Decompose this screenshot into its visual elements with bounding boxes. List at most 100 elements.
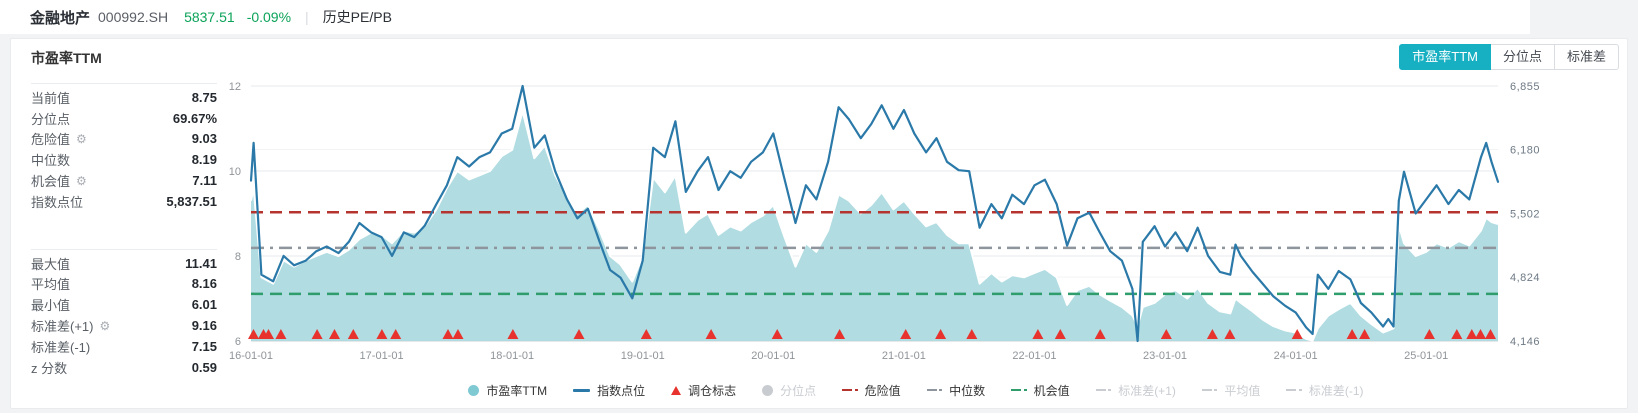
x-axis-label: 18-01-01 [490,350,534,362]
x-axis-label: 17-01-01 [360,350,404,362]
left-axis-label: 10 [229,166,241,178]
x-axis-label: 19-01-01 [621,350,665,362]
x-axis-label: 16-01-01 [229,350,273,362]
pe-ttm-area [251,111,1498,341]
right-axis-label: 5,502 [1510,208,1540,220]
stat-value: 9.16 [110,318,217,333]
dashdot-marker-icon [1286,389,1302,392]
chart-canvas[interactable]: 1210866,8556,1805,5024,8244,14616-01-011… [213,69,1619,371]
stat-row: 机会值⚙7.11 [31,170,217,191]
stat-label: 指数点位 [31,192,83,211]
dashdot-marker-icon [1011,389,1027,392]
stat-row: 标准差(-1)7.15 [31,336,217,357]
line-marker-icon [573,389,590,392]
stat-row: 危险值 ⚙9.03 [31,129,217,150]
gear-icon[interactable]: ⚙ [76,132,87,146]
legend-item-标准差(-1)[interactable]: 标准差(-1) [1286,382,1363,399]
stat-label: 危险值 [31,129,70,148]
stats-group-extremes: 最大值11.41平均值8.16最小值6.01标准差(+1)⚙9.16标准差(-1… [31,249,217,378]
page: { "header": { "name": "金融地产", "code": "0… [0,0,1638,413]
stats-panel: 当前值8.75分位点69.67%危险值⚙9.03中位数8.19机会值⚙7.11指… [31,83,217,378]
index-price: 5837.51 [184,9,235,25]
section-label-pe-pb-history: 历史PE/PB [323,7,392,27]
tab-1[interactable]: 分位点 [1490,44,1555,70]
stat-value: 0.59 [67,360,217,375]
stat-value: 8.16 [70,276,217,291]
legend-item-分位点[interactable]: 分位点 [762,382,816,399]
legend-item-机会值[interactable]: 机会值 [1011,382,1070,399]
legend-label: 标准差(+1) [1118,382,1176,399]
x-axis-label: 24-01-01 [1274,350,1318,362]
pe-chart-card: 市盈率TTM 市盈率TTM分位点标准差 当前值8.75分位点69.67%危险值⚙… [10,38,1628,409]
index-change-percent: -0.09% [247,9,291,25]
stat-value: 6.01 [70,297,217,312]
stat-label: 标准差(+1) [31,316,93,335]
x-axis-label: 21-01-01 [882,350,926,362]
left-axis-label: 12 [229,81,241,93]
legend-label: 危险值 [865,382,901,399]
index-name: 金融地产 [30,7,90,28]
dashdot-marker-icon [927,389,943,392]
legend-label: 标准差(-1) [1309,382,1364,399]
stat-value: 5,837.51 [83,194,217,209]
left-axis-label: 8 [235,251,241,263]
stat-row: 分位点69.67% [31,108,217,129]
stat-label: 最大值 [31,254,70,273]
stat-value: 11.41 [70,256,217,271]
stat-label: 平均值 [31,274,70,293]
stat-label: z 分数 [31,358,67,377]
dashdot-marker-icon [1096,389,1112,392]
gear-icon[interactable]: ⚙ [76,174,87,188]
right-axis-label: 4,824 [1510,272,1540,284]
legend-item-平均值[interactable]: 平均值 [1202,382,1261,399]
stats-group-current: 当前值8.75分位点69.67%危险值⚙9.03中位数8.19机会值⚙7.11指… [31,83,217,212]
dashdot-marker-icon [842,389,858,392]
index-code: 000992.SH [98,9,168,25]
stat-row: 平均值8.16 [31,274,217,295]
legend-item-危险值[interactable]: 危险值 [842,382,901,399]
x-axis-label: 23-01-01 [1143,350,1187,362]
legend-item-标准差(+1)[interactable]: 标准差(+1) [1096,382,1176,399]
legend-label: 中位数 [949,382,985,399]
stat-row: 中位数8.19 [31,149,217,170]
right-axis-label: 6,855 [1510,81,1540,93]
legend-label: 分位点 [780,382,816,399]
x-axis-label: 25-01-01 [1404,350,1448,362]
legend-label: 指数点位 [597,382,645,399]
stat-value: 69.67% [70,111,217,126]
stat-row: 最大值11.41 [31,253,217,274]
legend-item-指数点位[interactable]: 指数点位 [573,382,645,399]
right-axis-label: 4,146 [1510,336,1540,348]
legend-item-中位数[interactable]: 中位数 [927,382,986,399]
stat-value: 9.03 [87,131,217,146]
stat-label: 最小值 [31,295,70,314]
gear-icon[interactable]: ⚙ [99,319,110,333]
stat-label: 机会值 [31,171,70,190]
dashdot-marker-icon [1202,389,1218,392]
stat-label: 分位点 [31,109,70,128]
stat-label: 中位数 [31,150,70,169]
stat-value: 8.75 [70,90,217,105]
legend-label: 机会值 [1034,382,1070,399]
circle-marker-icon [468,385,479,396]
stat-value: 8.19 [70,152,217,167]
x-axis-label: 20-01-01 [751,350,795,362]
legend-item-市盈率TTM[interactable]: 市盈率TTM [468,382,547,399]
stat-row: 指数点位5,837.51 [31,191,217,212]
stat-row: 最小值6.01 [31,294,217,315]
left-axis-label: 6 [235,336,241,348]
stat-row: 当前值8.75 [31,87,217,108]
page-header: 金融地产 000992.SH 5837.51 -0.09% | 历史PE/PB [0,0,1530,34]
tab-2[interactable]: 标准差 [1554,44,1619,70]
tab-0-active[interactable]: 市盈率TTM [1399,44,1491,70]
legend-label: 市盈率TTM [486,382,547,399]
chart-title: 市盈率TTM [31,48,102,68]
stat-row: 标准差(+1) ⚙9.16 [31,315,217,336]
legend-item-调仓标志[interactable]: 调仓标志 [671,382,736,399]
pe-ttm-chart[interactable]: 1210866,8556,1805,5024,8244,14616-01-011… [213,69,1619,371]
stat-row: z 分数0.59 [31,357,217,378]
stat-label: 当前值 [31,88,70,107]
legend-label: 平均值 [1224,382,1260,399]
legend-label: 调仓标志 [688,382,736,399]
stat-label: 标准差(-1) [31,337,90,356]
